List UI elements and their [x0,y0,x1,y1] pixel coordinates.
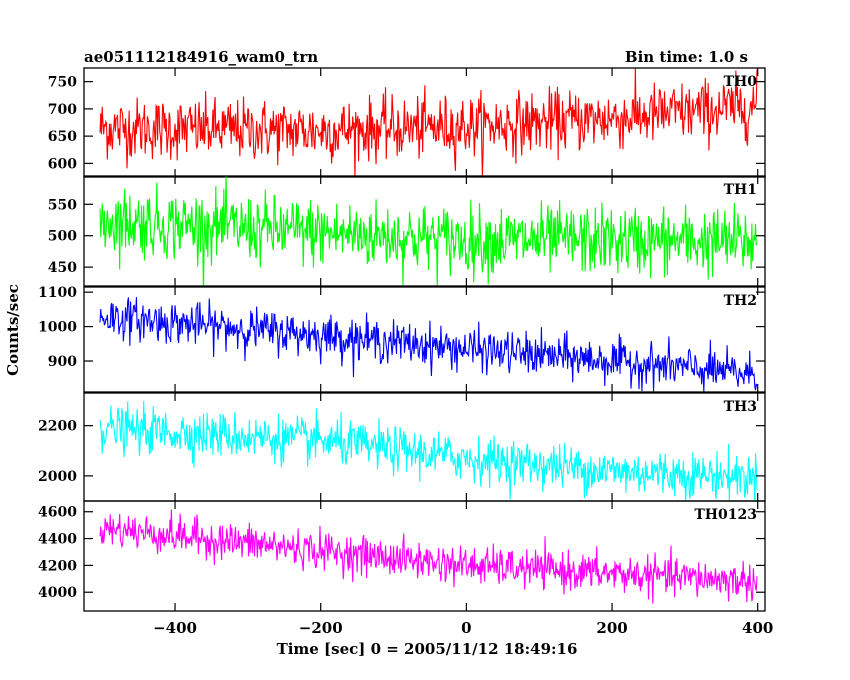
series-line-th0 [99,68,758,177]
y-tick-label: 4400 [38,532,77,548]
y-tick-label: 1000 [38,320,77,336]
y-tick-label: 650 [48,129,77,145]
series-line-th1 [99,176,758,286]
panels-group: 600 650 700 750 TH0 450 500 550 TH1 900 1000 1100 TH… [38,67,773,637]
series-label-th0123: TH0123 [694,507,757,523]
y-tick-label: 2200 [38,419,77,435]
series-label-th1: TH1 [724,182,757,198]
x-tick-label: 400 [742,619,773,637]
y-tick-label: 700 [48,102,77,118]
x-tick-label: 200 [596,619,627,637]
y-tick-label: 4600 [38,505,77,521]
y-tick-label: 500 [48,229,77,245]
panel-frame-th2 [83,286,766,393]
panel-frame-th0 [83,67,766,178]
y-tick-label: 2000 [38,469,77,485]
x-tick-label: −200 [299,619,343,637]
x-tick-label: −400 [153,619,197,637]
chart-title: ae051112184916_wam0_trn [84,48,318,66]
series-line-th0123 [99,509,758,604]
y-axis-label: Counts/sec [4,284,22,376]
x-axis-label: Time [sec] 0 = 2005/11/12 18:49:16 [277,640,578,658]
bin-time-label: Bin time: 1.0 s [625,48,748,66]
series-label-th3: TH3 [724,399,757,415]
series-line-th3 [99,401,758,501]
y-tick-label: 1100 [38,285,77,301]
panel-frame-th1 [83,175,766,287]
series-label-th0: TH0 [724,74,758,90]
x-tick-label: 0 [461,619,471,637]
panel-frame-th0123 [83,500,766,612]
y-tick-label: 450 [48,260,77,276]
series-line-th2 [99,297,758,392]
y-tick-label: 600 [48,156,77,172]
y-tick-label: 4000 [38,585,77,601]
y-tick-label: 750 [48,75,77,91]
y-tick-label: 900 [48,354,77,370]
y-tick-label: 550 [48,197,77,213]
series-label-th2: TH2 [724,293,757,309]
y-tick-label: 4200 [38,558,77,574]
